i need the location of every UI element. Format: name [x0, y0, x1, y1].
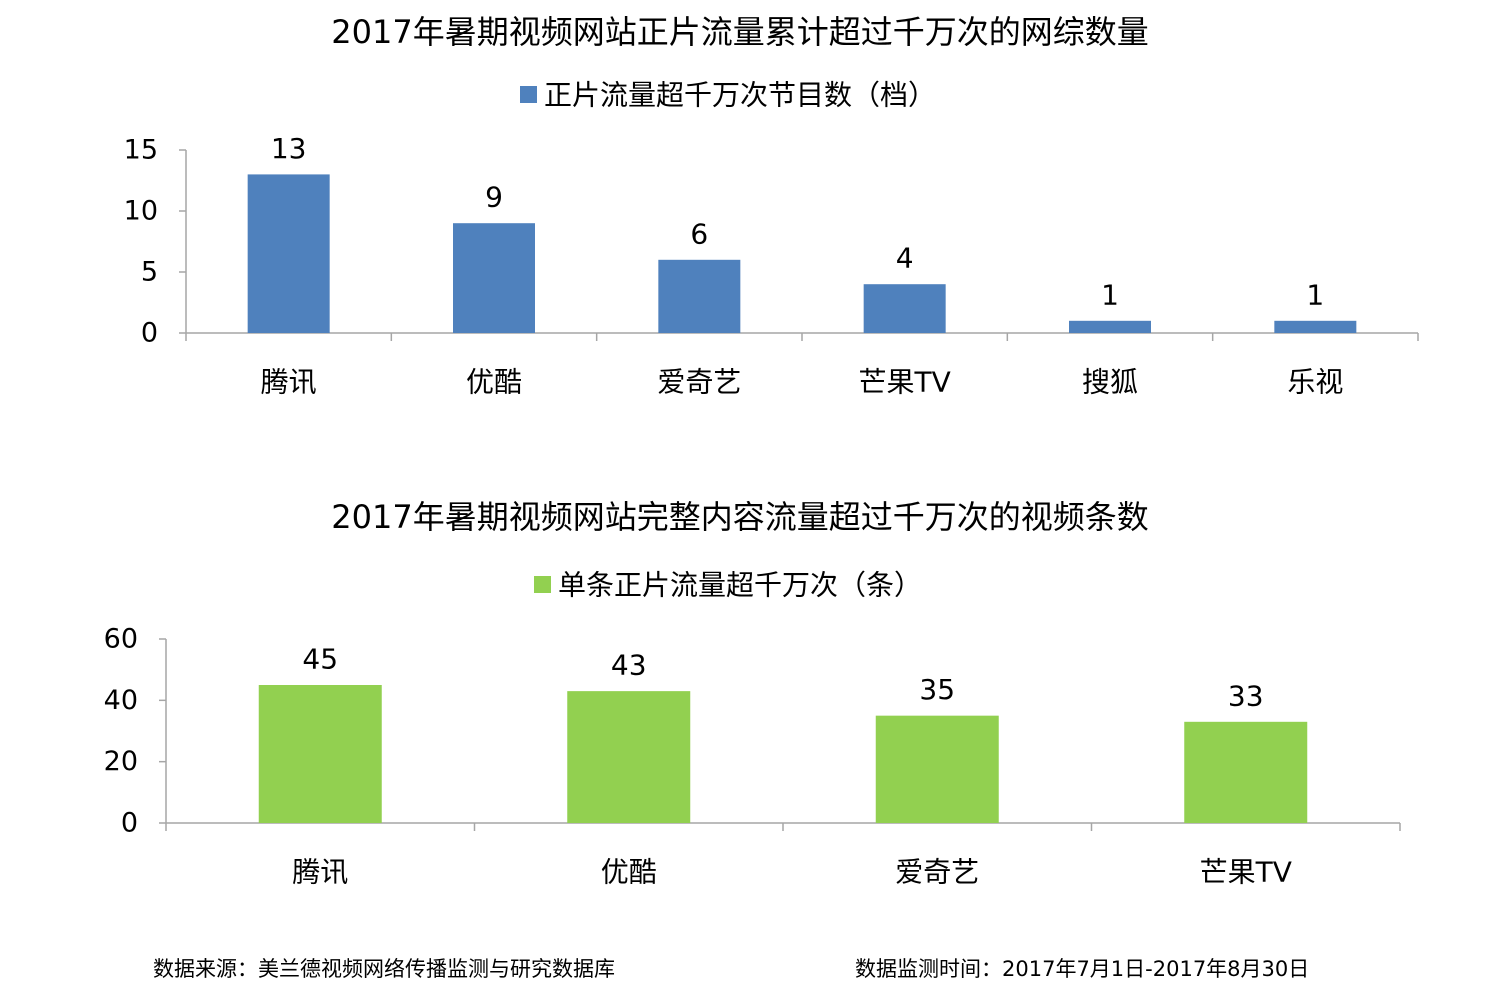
legend-label: 正片流量超千万次节目数（档）: [544, 79, 936, 112]
data-label: 1: [1306, 278, 1324, 311]
y-tick-label: 15: [124, 135, 158, 166]
chart-1: 2017年暑期视频网站完整内容流量超过千万次的视频条数单条正片流量超千万次（条）…: [104, 498, 1401, 889]
chart-0: 2017年暑期视频网站正片流量累计超过千万次的网综数量正片流量超千万次节目数（档…: [124, 13, 1419, 399]
bar: [453, 223, 535, 333]
bar: [658, 259, 741, 333]
data-label: 9: [485, 181, 503, 214]
category-label: 芒果TV: [859, 366, 951, 399]
bar: [1184, 721, 1308, 823]
category-label: 爱奇艺: [895, 856, 979, 889]
chart-title: 2017年暑期视频网站正片流量累计超过千万次的网综数量: [331, 13, 1148, 51]
y-tick-label: 60: [104, 624, 138, 655]
category-label: 乐视: [1287, 366, 1343, 399]
data-label: 13: [271, 132, 307, 165]
y-tick-label: 40: [104, 685, 138, 716]
y-tick-label: 10: [124, 196, 158, 227]
category-label: 腾讯: [261, 366, 317, 399]
y-tick-label: 5: [141, 257, 158, 288]
data-source-note: 数据来源：美兰德视频网络传播监测与研究数据库: [153, 957, 615, 981]
category-label: 芒果TV: [1200, 856, 1292, 889]
bar: [863, 284, 946, 333]
category-label: 爱奇艺: [657, 366, 741, 399]
legend-label: 单条正片流量超千万次（条）: [558, 569, 922, 602]
data-label: 35: [919, 673, 955, 706]
bar: [258, 685, 382, 823]
data-label: 1: [1101, 278, 1119, 311]
data-label: 43: [611, 649, 647, 682]
legend-swatch: [520, 86, 537, 103]
chart-title: 2017年暑期视频网站完整内容流量超过千万次的视频条数: [331, 498, 1148, 536]
category-label: 优酷: [601, 856, 657, 889]
bar: [1069, 320, 1151, 333]
data-label: 45: [302, 643, 338, 676]
category-label: 腾讯: [292, 856, 348, 889]
legend-swatch: [534, 576, 551, 593]
bar: [567, 691, 691, 823]
y-tick-label: 0: [121, 808, 138, 839]
monitoring-period-note: 数据监测时间：2017年7月1日-2017年8月30日: [855, 957, 1310, 981]
y-tick-label: 20: [104, 746, 138, 777]
bar: [247, 174, 330, 333]
y-tick-label: 0: [141, 318, 158, 349]
category-label: 优酷: [466, 366, 522, 399]
bar: [875, 715, 999, 823]
data-label: 33: [1228, 679, 1264, 712]
data-label: 6: [690, 217, 708, 250]
bar: [1274, 320, 1357, 333]
category-label: 搜狐: [1082, 366, 1138, 399]
data-label: 4: [896, 242, 914, 275]
